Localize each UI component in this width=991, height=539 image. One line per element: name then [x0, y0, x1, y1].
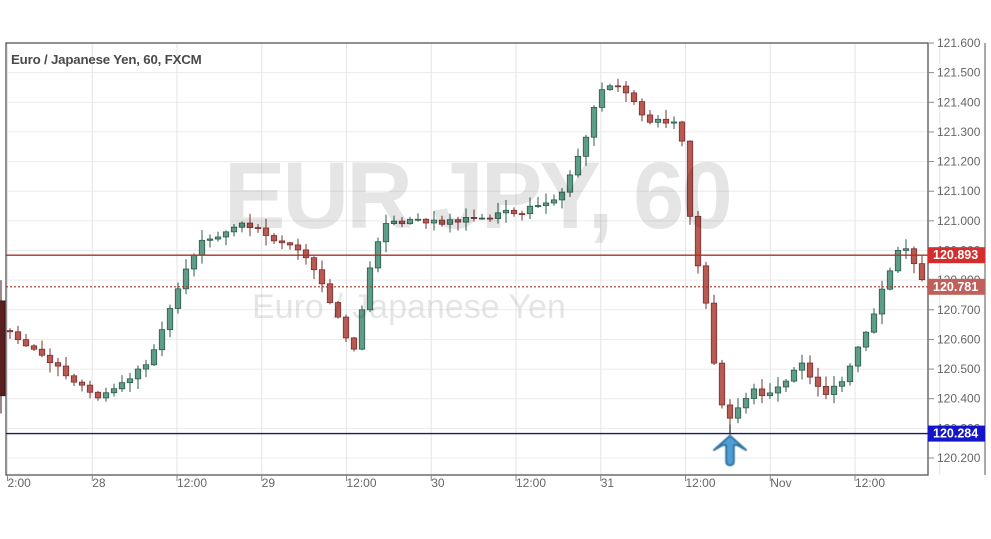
svg-text:120.600: 120.600: [937, 332, 981, 346]
svg-text:28: 28: [92, 476, 106, 490]
svg-text:2:00: 2:00: [8, 476, 32, 490]
svg-text:121.500: 121.500: [937, 66, 981, 80]
svg-text:120.284: 120.284: [933, 427, 978, 441]
svg-text:12:00: 12:00: [686, 476, 716, 490]
svg-text:30: 30: [431, 476, 445, 490]
svg-text:121.600: 121.600: [937, 36, 981, 50]
svg-text:120.781: 120.781: [933, 280, 978, 294]
svg-text:121.300: 121.300: [937, 125, 981, 139]
svg-text:120.200: 120.200: [937, 451, 981, 465]
svg-text:12:00: 12:00: [516, 476, 546, 490]
svg-text:12:00: 12:00: [855, 476, 885, 490]
svg-text:120.700: 120.700: [937, 303, 981, 317]
svg-text:120.893: 120.893: [933, 248, 978, 262]
svg-text:29: 29: [262, 476, 276, 490]
svg-text:120.400: 120.400: [937, 392, 981, 406]
svg-text:121.100: 121.100: [937, 184, 981, 198]
svg-text:12:00: 12:00: [347, 476, 377, 490]
svg-text:12:00: 12:00: [177, 476, 207, 490]
svg-text:Nov: Nov: [770, 476, 791, 490]
svg-text:121.000: 121.000: [937, 214, 981, 228]
svg-text:121.200: 121.200: [937, 155, 981, 169]
svg-text:120.500: 120.500: [937, 362, 981, 376]
svg-text:31: 31: [601, 476, 615, 490]
svg-text:121.400: 121.400: [937, 95, 981, 109]
